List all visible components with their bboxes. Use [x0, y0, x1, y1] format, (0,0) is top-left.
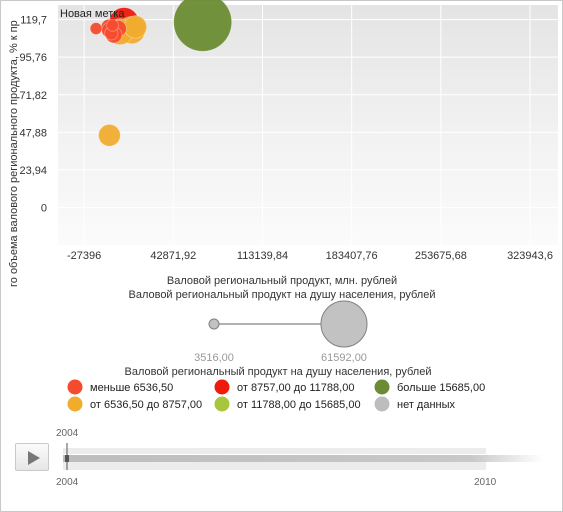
legend-label: нет данных — [397, 399, 456, 411]
legend-swatch — [67, 379, 83, 395]
bubble-point — [89, 22, 103, 35]
y-tick-label: 95,76 — [19, 52, 47, 64]
timeline-track-top — [63, 448, 486, 454]
color-legend-title: Валовой региональный продукт на душу нас… — [124, 366, 431, 378]
y-tick-label: 23,94 — [19, 165, 47, 177]
x-tick-label: 323943,6 — [507, 250, 553, 262]
axis-ticks: 0 23,94 47,88 71,82 95,76 119,7 -27396 42871,92… — [19, 15, 552, 262]
size-legend-max-label: 61592,00 — [321, 352, 367, 364]
legend-swatch — [214, 396, 230, 412]
x-axis-label: Валовой региональный продукт, млн. рубле… — [167, 275, 397, 287]
timeline-start-label: 2004 — [56, 477, 79, 488]
x-tick-label: 42871,92 — [150, 250, 196, 262]
legend-swatch — [67, 396, 83, 412]
x-tick-label: -27396 — [67, 250, 101, 262]
size-legend-title: Валовой региональный продукт на душу нас… — [128, 289, 435, 301]
color-legend: меньше 6536,50 от 6536,50 до 8757,00 от 87… — [67, 379, 485, 412]
timeline-current-label: 2004 — [56, 428, 79, 439]
x-tick-label: 113139,84 — [237, 250, 288, 262]
timeline-track[interactable] — [63, 455, 543, 462]
y-tick-label: 47,88 — [19, 127, 47, 139]
bubble-point — [106, 19, 119, 32]
legend-label: больше 15685,00 — [397, 382, 485, 394]
y-tick-label: 119,7 — [20, 15, 47, 27]
bubble-series — [89, 0, 233, 147]
timeline-thumb[interactable] — [65, 455, 69, 462]
legend-swatch — [374, 396, 390, 412]
y-tick-label: 0 — [41, 202, 47, 214]
legend-swatch — [214, 379, 230, 395]
legend-swatch — [374, 379, 390, 395]
x-tick-label: 253675,68 — [415, 250, 467, 262]
legend-label: меньше 6536,50 — [90, 382, 173, 394]
bubble-point — [173, 0, 233, 52]
y-tick-label: 71,82 — [19, 90, 47, 102]
timeline-end-label: 2010 — [474, 477, 497, 488]
timeline-track-bottom — [63, 462, 486, 470]
play-icon — [28, 451, 40, 465]
play-button[interactable] — [15, 443, 49, 471]
bubble-point — [123, 15, 148, 39]
size-legend-max-bubble — [320, 300, 368, 348]
size-legend-min-bubble — [208, 318, 220, 330]
legend-label: от 11788,00 до 15685,00 — [237, 399, 361, 411]
annotation-label: Новая метка — [60, 8, 125, 20]
bubble-point — [98, 124, 121, 147]
legend-label: от 6536,50 до 8757,00 — [90, 399, 202, 411]
legend-label: от 8757,00 до 11788,00 — [237, 382, 354, 394]
x-tick-label: 183407,76 — [326, 250, 378, 262]
y-axis-label: го объема валового регионального продукт… — [8, 20, 20, 287]
plot-area — [58, 5, 558, 245]
size-legend-min-label: 3516,00 — [194, 352, 234, 364]
